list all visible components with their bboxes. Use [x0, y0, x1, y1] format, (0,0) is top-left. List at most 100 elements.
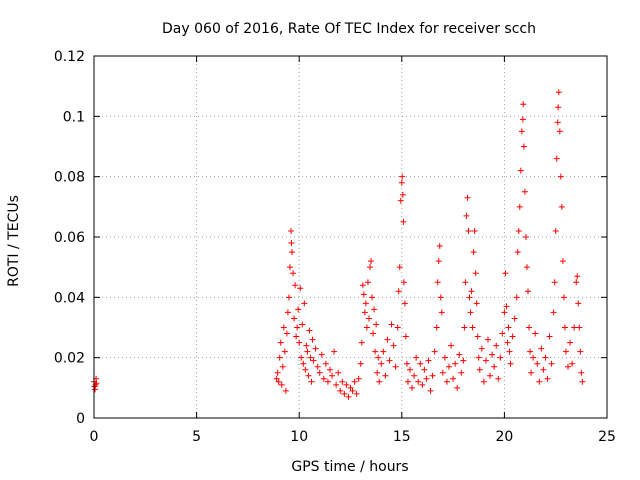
data-point [482, 357, 489, 364]
y-tick-label: 0 [76, 411, 85, 427]
data-point [351, 378, 358, 385]
data-point [507, 360, 514, 367]
data-point [333, 381, 340, 388]
data-point [279, 363, 286, 370]
data-point [369, 294, 376, 301]
data-point [401, 300, 408, 307]
data-point [399, 173, 406, 180]
data-point [559, 258, 566, 265]
data-point [398, 179, 405, 186]
data-point [460, 357, 467, 364]
data-point [470, 249, 477, 256]
data-point [489, 351, 496, 358]
data-point [556, 128, 563, 135]
data-point [454, 384, 461, 391]
data-point [441, 354, 448, 361]
data-point [435, 258, 442, 265]
data-point [304, 348, 311, 355]
data-point [516, 203, 523, 210]
data-point [341, 390, 348, 397]
y-tick-label: 0.04 [54, 290, 85, 306]
data-point [273, 375, 280, 382]
data-point [290, 270, 297, 277]
data-point [384, 336, 391, 343]
data-point [355, 375, 362, 382]
data-point [536, 378, 543, 385]
data-point [358, 339, 365, 346]
data-point [326, 366, 333, 373]
data-point [310, 357, 317, 364]
data-point [324, 378, 331, 385]
data-point [292, 282, 299, 289]
data-point [503, 303, 510, 310]
data-point [530, 354, 537, 361]
data-point [419, 381, 426, 388]
data-point [565, 363, 572, 370]
data-point [540, 366, 547, 373]
data-point [404, 378, 411, 385]
data-point [378, 360, 385, 367]
data-point [314, 363, 321, 370]
data-point [402, 333, 409, 340]
data-point [555, 89, 562, 96]
data-point [552, 227, 559, 234]
data-point [343, 381, 350, 388]
data-point [288, 240, 295, 247]
data-point [484, 336, 491, 343]
data-point [546, 333, 553, 340]
data-point [349, 387, 356, 394]
axis-ticks: 0 0.02 0.04 0.06 0.08 0.1 0.12 0 5 10 15 20 25 [54, 49, 616, 445]
data-point [390, 342, 397, 349]
data-point [452, 360, 459, 367]
data-point [463, 212, 470, 219]
data-point [561, 324, 568, 331]
data-point [520, 101, 527, 108]
data-point [361, 309, 368, 316]
x-tick-label: 0 [90, 429, 99, 445]
data-point [285, 294, 292, 301]
data-point [445, 363, 452, 370]
data-point [277, 339, 284, 346]
data-point [562, 348, 569, 355]
data-point [493, 342, 500, 349]
data-point [359, 282, 366, 289]
data-point [397, 197, 404, 204]
y-tick-label: 0.12 [54, 49, 85, 65]
data-point [278, 381, 285, 388]
data-point [433, 324, 440, 331]
data-point [300, 360, 307, 367]
data-point [400, 279, 407, 286]
data-point [283, 330, 290, 337]
data-point [577, 348, 584, 355]
data-point [386, 357, 393, 364]
data-point [579, 378, 586, 385]
data-point [345, 393, 352, 400]
data-point [92, 386, 99, 393]
data-point [407, 366, 414, 373]
plot-frame [93, 55, 608, 419]
data-point [518, 128, 525, 135]
data-point [461, 324, 468, 331]
data-point [337, 387, 344, 394]
data-point [395, 288, 402, 295]
data-point [558, 203, 565, 210]
y-tick-label: 0.1 [63, 109, 85, 125]
data-point [506, 348, 513, 355]
data-point [394, 324, 401, 331]
data-point [281, 348, 288, 355]
data-point [502, 270, 509, 277]
data-point [505, 324, 512, 331]
data-point [293, 333, 300, 340]
data-point [392, 363, 399, 370]
data-point [472, 270, 479, 277]
data-point [306, 327, 313, 334]
data-point [438, 309, 445, 316]
data-point [436, 243, 443, 250]
data-point [475, 354, 482, 361]
grid [94, 56, 607, 418]
data-point [400, 218, 407, 225]
data-point [298, 354, 305, 361]
data-point [544, 375, 551, 382]
data-point [287, 227, 294, 234]
data-point [353, 390, 360, 397]
